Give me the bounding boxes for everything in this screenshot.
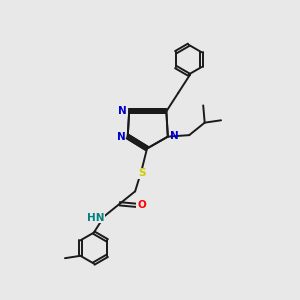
Text: O: O <box>137 200 146 210</box>
Text: N: N <box>170 131 179 141</box>
Text: N: N <box>118 106 127 116</box>
Text: S: S <box>139 169 146 178</box>
Text: N: N <box>117 132 125 142</box>
Text: HN: HN <box>87 213 104 223</box>
